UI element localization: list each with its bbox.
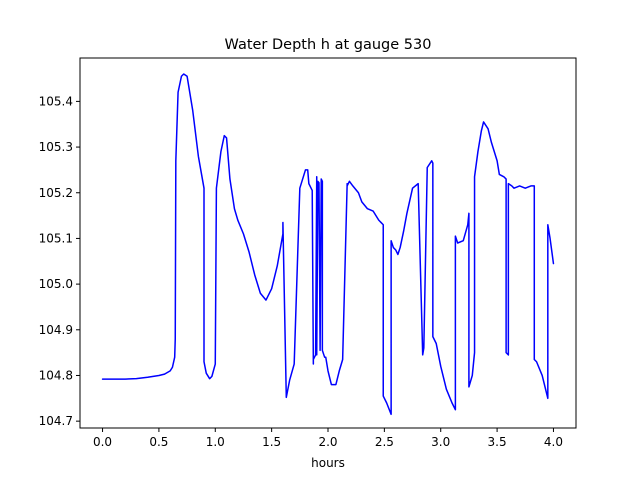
y-tick-label: 104.8 bbox=[39, 368, 73, 382]
x-axis-ticks: 0.0 0.5 1.0 1.5 2.0 2.5 3.0 3.5 4.0 bbox=[93, 428, 563, 449]
x-tick-label: 0.5 bbox=[149, 435, 168, 449]
x-axis-label: hours bbox=[311, 456, 345, 470]
y-tick-label: 105.1 bbox=[39, 231, 73, 245]
x-tick-label: 2.5 bbox=[375, 435, 394, 449]
x-tick-label: 3.0 bbox=[431, 435, 450, 449]
chart-title: Water Depth h at gauge 530 bbox=[225, 37, 432, 53]
y-tick-label: 105.3 bbox=[39, 140, 73, 154]
y-tick-label: 105.0 bbox=[39, 277, 73, 291]
y-tick-label: 104.7 bbox=[39, 414, 73, 428]
y-tick-label: 105.4 bbox=[39, 94, 73, 108]
x-tick-label: 2.0 bbox=[318, 435, 337, 449]
x-tick-label: 4.0 bbox=[544, 435, 563, 449]
x-tick-label: 3.5 bbox=[488, 435, 507, 449]
plot-frame bbox=[79, 57, 577, 429]
x-tick-label: 0.0 bbox=[93, 435, 112, 449]
x-tick-label: 1.5 bbox=[262, 435, 281, 449]
series-layer bbox=[101, 73, 555, 416]
series-line-0 bbox=[101, 73, 555, 416]
y-axis-ticks: 104.7 104.8 104.9 105.0 105.1 105.2 105.3 105.4 bbox=[39, 94, 80, 428]
x-tick-label: 1.0 bbox=[206, 435, 225, 449]
y-tick-label: 105.2 bbox=[39, 186, 73, 200]
y-tick-label: 104.9 bbox=[39, 323, 73, 337]
